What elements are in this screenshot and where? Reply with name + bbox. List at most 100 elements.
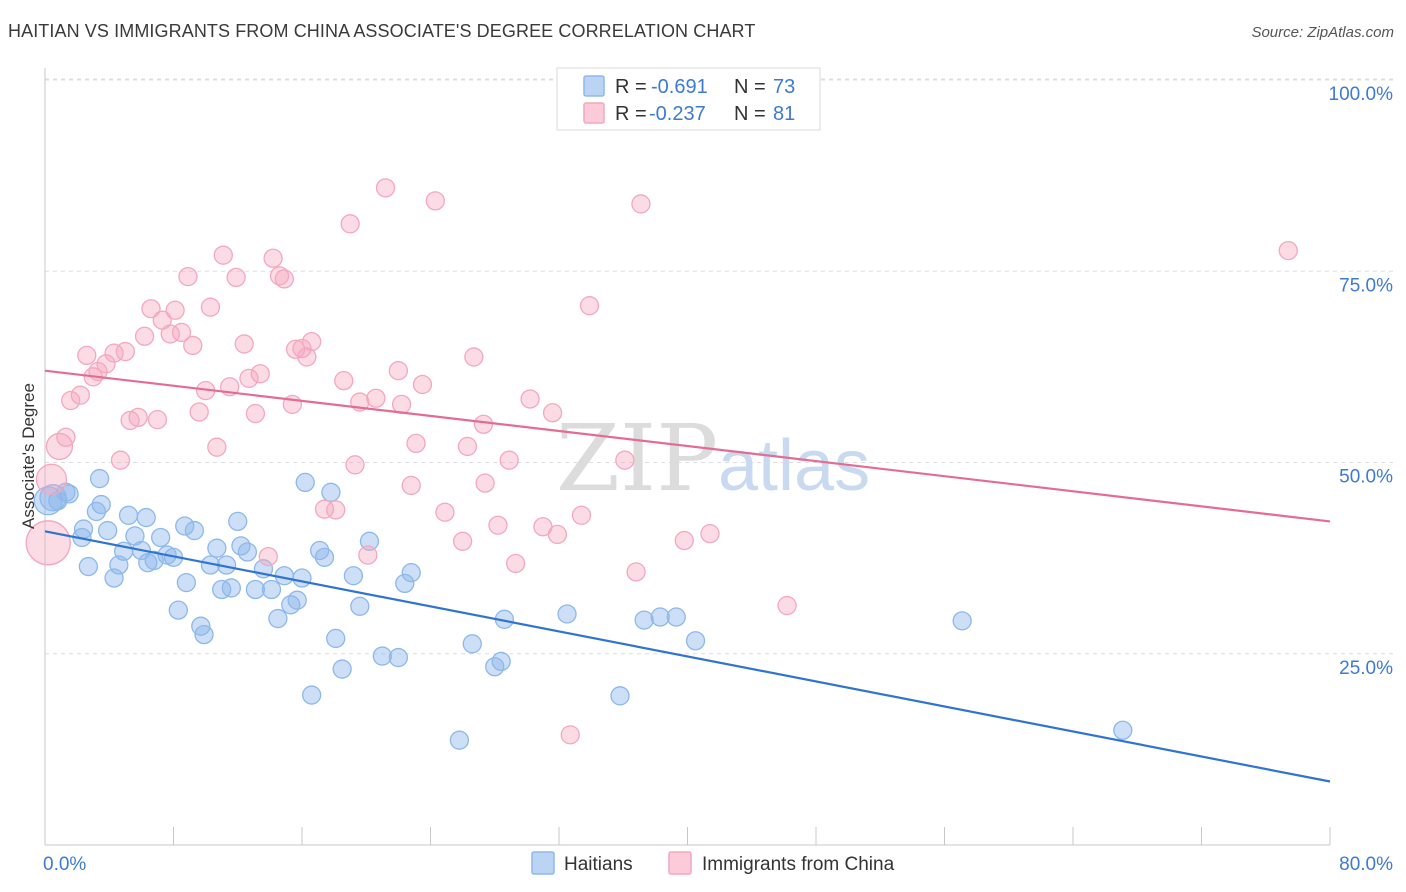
haitians-point xyxy=(221,578,241,598)
china-point xyxy=(674,530,694,551)
china-point xyxy=(560,725,580,745)
china-point xyxy=(406,433,426,454)
china-point xyxy=(258,546,278,567)
haitians-point xyxy=(176,572,197,593)
china-point xyxy=(250,364,270,384)
china-point xyxy=(178,266,198,287)
china-point xyxy=(274,269,294,289)
y-tick-labels: 25.0% 50.0% 75.0% 100.0% xyxy=(1329,84,1394,679)
china-point xyxy=(615,450,635,470)
haitians-point xyxy=(212,579,232,600)
haitians-point xyxy=(650,607,670,627)
haitians-point xyxy=(97,520,118,541)
legend-n-value-2: 81 xyxy=(773,103,795,125)
china-point xyxy=(457,436,478,457)
y-tick-label: 50.0% xyxy=(1339,467,1393,488)
china-trend-line xyxy=(44,369,1331,523)
china-point xyxy=(391,394,412,415)
china-point xyxy=(345,455,365,475)
china-point xyxy=(234,334,254,354)
haitians-point xyxy=(261,579,282,600)
china-point xyxy=(77,345,97,366)
china-point xyxy=(128,407,148,428)
haitians-point xyxy=(268,608,288,629)
china-point xyxy=(239,368,259,389)
china-point xyxy=(435,502,455,522)
haitians-point xyxy=(332,659,352,679)
china-point xyxy=(547,524,568,545)
x-tick-label-min: 0.0% xyxy=(43,854,86,875)
china-point xyxy=(520,389,540,409)
haitians-point xyxy=(136,507,156,528)
haitians-point xyxy=(287,590,307,610)
china-point xyxy=(200,297,221,317)
haitians-point xyxy=(73,519,94,539)
china-point xyxy=(301,331,322,352)
legend-swatch-china xyxy=(583,102,605,124)
china-point xyxy=(61,390,81,411)
y-tick-label: 25.0% xyxy=(1339,658,1393,679)
legend-n-label-1: N = xyxy=(734,76,766,98)
haitians-point xyxy=(666,607,686,627)
haitians-point xyxy=(462,634,482,654)
china-point xyxy=(340,214,360,234)
china-point xyxy=(25,520,71,566)
source-credit: Source: ZipAtlas.com xyxy=(1251,24,1394,41)
china-point xyxy=(626,562,646,582)
chart-title: HAITIAN VS IMMIGRANTS FROM CHINA ASSOCIA… xyxy=(8,21,756,41)
china-point xyxy=(285,339,306,359)
china-point xyxy=(110,450,131,470)
china-point xyxy=(505,553,526,574)
haitians-point xyxy=(194,624,214,645)
china-point xyxy=(115,341,135,362)
china-point xyxy=(631,194,651,214)
china-point xyxy=(245,403,266,424)
haitians-point xyxy=(359,531,380,551)
haitians-point xyxy=(491,651,511,672)
china-point xyxy=(147,410,168,430)
china-point xyxy=(388,361,409,381)
series-haitians-points xyxy=(33,468,1133,750)
china-point xyxy=(1278,240,1298,261)
haitians-point xyxy=(228,511,248,532)
china-point xyxy=(488,515,508,535)
china-point xyxy=(542,403,563,423)
series-china-points xyxy=(25,178,1298,745)
legend-r-value-2: -0.237 xyxy=(649,103,706,125)
haitians-point xyxy=(207,538,227,558)
china-point xyxy=(326,500,346,520)
haitians-point xyxy=(343,566,364,586)
haitians-point xyxy=(78,556,99,577)
bottom-legend-swatch-china xyxy=(668,851,692,875)
bottom-legend-swatch-haitians xyxy=(531,851,555,875)
haitians-point xyxy=(388,647,409,668)
haitians-point xyxy=(237,542,258,562)
china-point xyxy=(226,267,246,288)
china-point xyxy=(571,505,592,525)
china-point xyxy=(375,178,396,198)
china-point xyxy=(171,322,192,343)
china-point xyxy=(56,427,76,447)
haitians-point xyxy=(175,516,195,536)
haitians-point xyxy=(118,505,139,525)
legend-r-label-1: R = xyxy=(615,76,647,98)
china-point xyxy=(35,463,68,495)
china-point xyxy=(263,248,283,268)
haitians-point xyxy=(301,685,322,705)
haitians-point xyxy=(326,628,346,649)
legend-r-value-1: -0.691 xyxy=(651,76,708,98)
china-point xyxy=(452,531,473,551)
haitians-trend-line xyxy=(44,530,1331,783)
haitians-point xyxy=(952,611,972,631)
china-point xyxy=(213,245,233,265)
china-point xyxy=(207,437,227,457)
haitians-point xyxy=(321,482,341,502)
axes xyxy=(44,68,1331,846)
haitians-point xyxy=(449,730,470,750)
stats-legend: R = -0.691 N = 73 R = -0.237 N = 81 xyxy=(556,67,821,131)
legend-n-label-2: N = xyxy=(734,103,766,125)
haitians-point xyxy=(395,573,415,594)
haitians-point xyxy=(150,527,171,548)
china-point xyxy=(425,191,445,211)
haitians-point xyxy=(184,520,205,541)
